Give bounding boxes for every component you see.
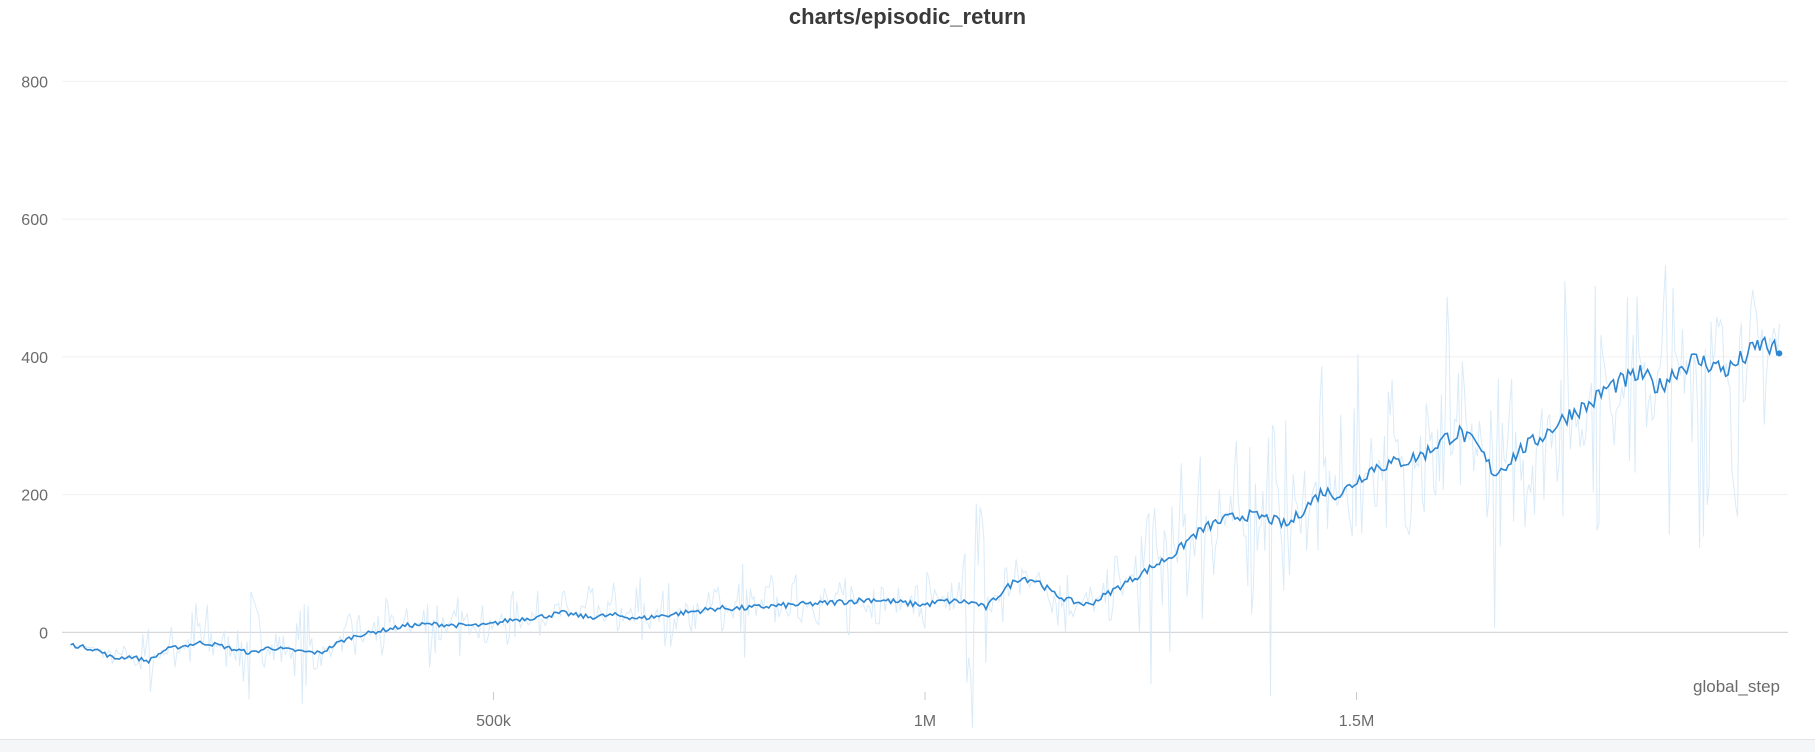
x-tick-label: 1M [914,713,936,730]
chart-title: charts/episodic_return [788,4,1027,29]
panel-footer-strip [0,739,1815,752]
series-line-smoothed [70,335,1780,665]
y-tick-label: 200 [21,488,48,505]
x-tick-label: 1.5M [1339,713,1375,730]
y-axis-ticks: 0 200 400 600 800 [21,74,48,642]
grid-lines [62,80,1788,496]
y-tick-label: 600 [21,212,48,229]
x-axis-ticks: 500k 1M 1.5M [476,692,1374,730]
y-tick-label: 0 [39,625,48,642]
x-tick-label: 500k [476,713,512,730]
series-line-raw [70,265,1780,729]
x-axis-label: global_step [1693,677,1780,696]
y-tick-label: 400 [21,350,48,367]
y-tick-label: 800 [21,74,48,91]
series-end-point [1776,350,1783,357]
